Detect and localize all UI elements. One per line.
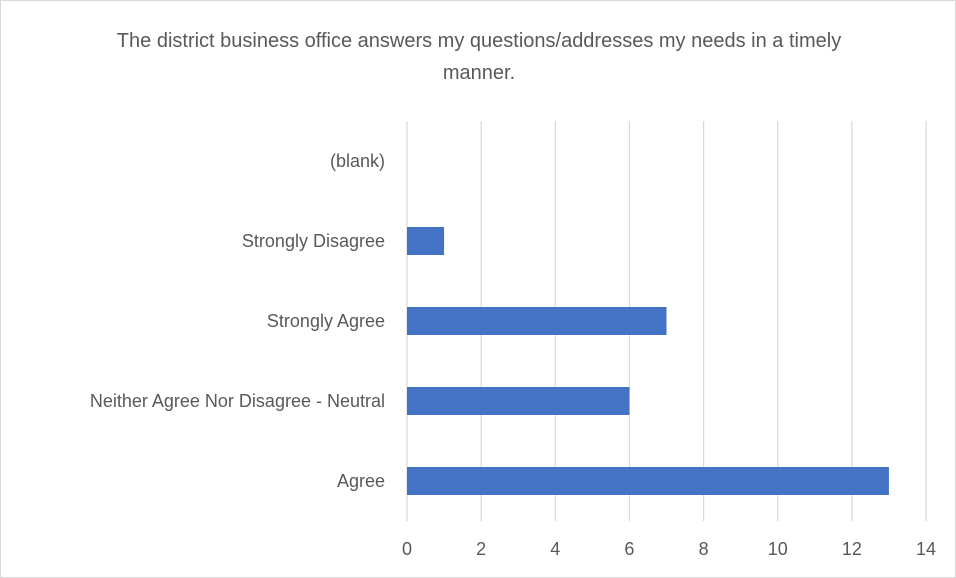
x-tick-label: 12	[842, 539, 862, 559]
category-label: Agree	[337, 471, 385, 491]
chart-title: The district business office answers my …	[116, 30, 842, 84]
category-label: Strongly Agree	[267, 311, 385, 331]
bar-strongly-agree	[407, 307, 667, 335]
x-tick-label: 2	[476, 539, 486, 559]
bar-agree	[407, 467, 889, 495]
x-tick-label: 4	[550, 539, 560, 559]
x-tick-labels: 0 2 4 6 8 10 12 14	[402, 539, 936, 559]
category-label: Neither Agree Nor Disagree - Neutral	[90, 391, 385, 411]
x-tick-label: 8	[699, 539, 709, 559]
x-tick-label: 10	[768, 539, 788, 559]
gridlines	[406, 121, 927, 521]
x-tick-label: 0	[402, 539, 412, 559]
bars	[407, 227, 889, 495]
category-labels: (blank) Strongly Disagree Strongly Agree Ne…	[90, 151, 385, 491]
category-label: Strongly Disagree	[242, 231, 385, 251]
bar-strongly-disagree	[407, 227, 445, 255]
x-tick-label: 6	[624, 539, 634, 559]
x-tick-label: 14	[916, 539, 936, 559]
category-label: (blank)	[330, 151, 385, 171]
bar-neither-agree-nor-disagree-neutral	[407, 387, 630, 415]
